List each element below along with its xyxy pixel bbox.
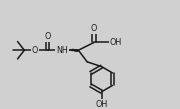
Text: O: O [44, 32, 51, 41]
Text: O: O [91, 25, 97, 33]
Text: OH: OH [109, 38, 122, 47]
Text: NH: NH [56, 46, 68, 55]
Text: OH: OH [95, 100, 108, 109]
Text: O: O [32, 46, 38, 55]
